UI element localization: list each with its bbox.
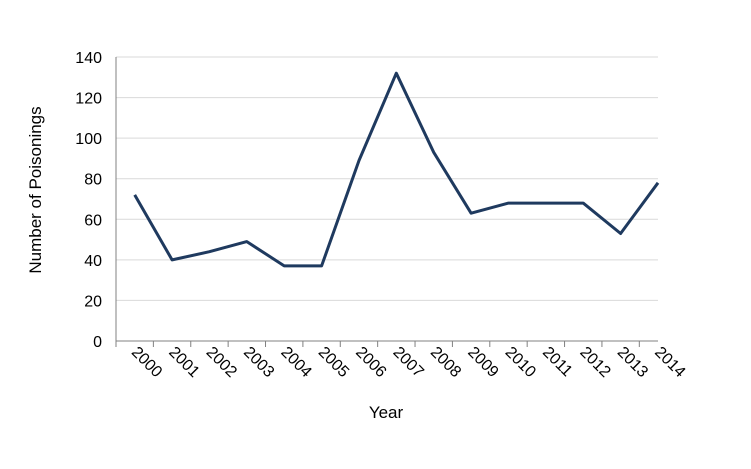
data-point bbox=[320, 264, 323, 267]
y-tick-label: 20 bbox=[84, 293, 102, 310]
x-tick-label: 2010 bbox=[502, 344, 539, 381]
x-tick-label: 2003 bbox=[240, 344, 277, 381]
y-tick-label: 40 bbox=[84, 253, 102, 270]
y-tick-label: 0 bbox=[93, 334, 102, 351]
x-tick-label: 2000 bbox=[128, 344, 165, 381]
data-point bbox=[357, 159, 360, 162]
x-tick-label: 2001 bbox=[165, 344, 202, 381]
x-tick-label: 2005 bbox=[315, 344, 352, 381]
y-tick-label: 60 bbox=[84, 212, 102, 229]
series-group bbox=[133, 71, 660, 268]
data-point bbox=[619, 232, 622, 235]
x-axis-ticks: 2000 2001 2002 2003 2004 2005 2006 2007 2008 2009… bbox=[128, 344, 689, 381]
x-tick-label: 2007 bbox=[390, 344, 427, 381]
data-point bbox=[133, 193, 136, 196]
x-tick-label: 2011 bbox=[539, 344, 575, 380]
data-point bbox=[544, 202, 547, 205]
y-tick-label: 120 bbox=[75, 91, 102, 108]
data-point bbox=[208, 250, 211, 253]
data-point bbox=[657, 181, 660, 184]
x-axis-title: Year bbox=[369, 403, 404, 422]
data-point bbox=[283, 264, 286, 267]
x-tick-label: 2002 bbox=[203, 344, 240, 381]
y-axis-ticks: 0 20 40 60 80 100 120 140 bbox=[75, 50, 102, 351]
y-tick-label: 100 bbox=[75, 131, 102, 148]
x-tick-label: 2012 bbox=[576, 344, 613, 381]
axes bbox=[115, 57, 658, 347]
data-point bbox=[470, 212, 473, 215]
x-tick-label: 2013 bbox=[614, 344, 651, 381]
data-point bbox=[432, 151, 435, 154]
y-tick-label: 140 bbox=[75, 50, 102, 67]
x-tick-label: 2014 bbox=[651, 344, 688, 381]
data-point bbox=[171, 258, 174, 261]
x-tick-label: 2008 bbox=[427, 344, 464, 381]
data-point bbox=[582, 202, 585, 205]
data-point bbox=[507, 202, 510, 205]
y-axis-title: Number of Poisonings bbox=[26, 106, 45, 273]
x-tick-label: 2004 bbox=[277, 344, 314, 381]
y-tick-label: 80 bbox=[84, 172, 102, 189]
data-point bbox=[395, 72, 398, 75]
series-line bbox=[133, 71, 660, 268]
x-tick-label: 2006 bbox=[352, 344, 389, 381]
x-tick-label: 2009 bbox=[464, 344, 501, 381]
data-point bbox=[245, 240, 248, 243]
